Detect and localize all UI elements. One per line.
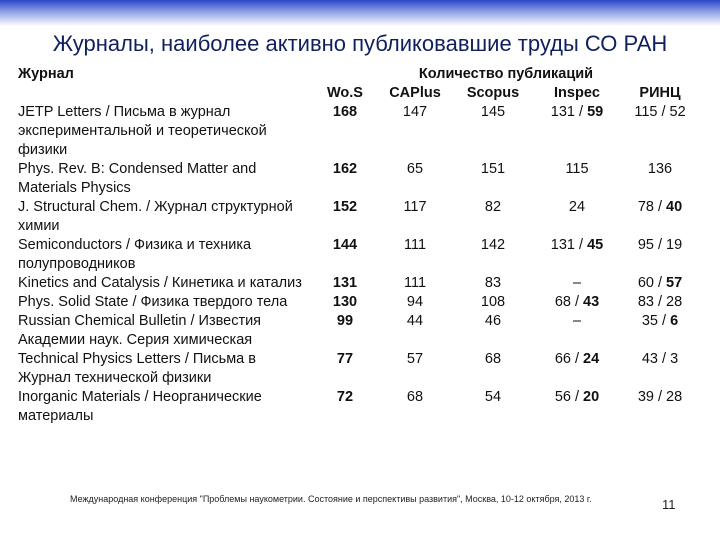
table-cell: 72 [336,389,354,405]
table-cell: 131 [332,275,358,291]
table-cell: 82 [484,199,502,215]
table-row: Russian Chemical Bulletin / Известия Ака… [18,312,702,350]
table-row: Inorganic Materials / Неорганические мат… [18,388,702,426]
table-cell: 108 [480,294,506,310]
journal-name: Phys. Rev. B: Condensed Matter and Mater… [18,161,257,196]
table-cell: 130 [332,294,358,310]
table-cell: 136 [647,161,673,177]
table-cell: 77 [336,351,354,367]
table-cell: 131 / 59 [536,103,618,160]
cell-part: 24 [583,351,600,367]
table-cell: 78 / 40 [618,198,702,236]
header-bar [0,0,720,26]
cell-part: 59 [587,104,604,120]
cell-part: 43 [583,294,600,310]
column-header: РИНЦ [639,85,681,101]
table-cell: 83 / 28 [637,294,683,310]
journal-name: Russian Chemical Bulletin / Известия Ака… [18,313,262,348]
cell-part: 56 / [554,389,584,405]
cell-part: 60 / [637,275,667,291]
cell-part: 45 [587,237,604,253]
table-cell: 115 / 52 [634,104,686,120]
table-cell: 35 / 6 [618,312,702,350]
journal-name: Inorganic Materials / Неорганические мат… [18,389,262,424]
journal-name: Technical Physics Letters / Письма в Жур… [18,351,256,386]
table-cell: 115 [565,161,589,177]
table-cell: 152 [332,199,358,215]
table-cell: 83 [484,275,502,291]
table-cell: 43 / 3 [641,351,679,367]
table-row: Phys. Solid State / Физика твердого тела… [18,293,702,312]
column-header: Inspec [554,85,600,101]
table-cell: 111 [403,237,427,253]
table-cell: 65 [406,161,424,177]
journal-name: Semiconductors / Физика и техника полупр… [18,237,252,272]
table-cell: 142 [480,237,506,253]
table-cell: 147 [402,104,428,120]
cell-part: 40 [666,199,683,215]
table-cell: 131 / 45 [536,236,618,274]
table-cell: 117 [403,199,427,215]
table-cell: 44 [406,313,424,329]
table-cell: 168 [332,104,358,120]
journal-name: Kinetics and Catalysis / Кинетика и ката… [18,275,302,291]
table-body: Журнал Количество публикаций Wo.S CAPlus S… [18,65,702,426]
table-cell: 99 [336,313,354,329]
cell-part: 66 / [554,351,584,367]
header-row: Журнал Количество публикаций [18,65,702,84]
cell-part: 6 [670,313,679,329]
table-cell: 145 [480,104,506,120]
table-row: Technical Physics Letters / Письма в Жур… [18,350,702,388]
table-cell: 94 [406,294,424,310]
footer-text: Международная конференция "Проблемы наук… [70,494,592,504]
table-cell: 24 [568,199,586,215]
table-cell: 68 / 43 [536,293,618,312]
page-number: 11 [662,497,676,512]
journal-name: JETP Letters / Письма в журнал экспериме… [18,104,267,158]
table-cell: 57 [406,351,424,367]
table-cell: 46 [484,313,502,329]
journal-name: Phys. Solid State / Физика твердого тела [18,294,288,310]
table-cell: 151 [480,161,506,177]
table-cell: 68 [406,389,424,405]
column-header: CAPlus [389,85,441,101]
table-cell: 111 [403,275,427,291]
table-cell: 56 / 20 [536,388,618,426]
table-cell: 144 [332,237,358,253]
cell-part: 57 [666,275,683,291]
cell-part: 35 / [641,313,671,329]
journal-header: Журнал [18,66,74,82]
column-header: Scopus [466,85,520,101]
cell-part: 78 / [637,199,667,215]
group-header: Количество публикаций [418,66,594,82]
cell-part: 20 [583,389,600,405]
empty-cell [18,84,310,103]
table-row: Kinetics and Catalysis / Кинетика и ката… [18,274,702,293]
table-cell: 68 [484,351,502,367]
table-cell: 95 / 19 [637,237,683,253]
column-header: Wo.S [327,85,363,101]
table-row: Phys. Rev. B: Condensed Matter and Mater… [18,160,702,198]
cell-part: 131 / [550,237,588,253]
journal-table: Журнал Количество публикаций Wo.S CAPlus S… [18,65,702,426]
table-row: J. Structural Chem. / Журнал структурной… [18,198,702,236]
table-cell: – [572,275,582,291]
table-cell: 39 / 28 [637,389,683,405]
cell-part: 68 / [554,294,584,310]
table-cell: 60 / 57 [618,274,702,293]
journal-name: J. Structural Chem. / Журнал структурной… [18,199,293,234]
cell-part: 131 / [550,104,588,120]
table-cell: 162 [332,161,358,177]
slide-title: Журналы, наиболее активно публиковавшие … [52,31,668,56]
table-cell: 66 / 24 [536,350,618,388]
column-header-row: Wo.S CAPlus Scopus Inspec РИНЦ [18,84,702,103]
table-row: Semiconductors / Физика и техника полупр… [18,236,702,274]
table-row: JETP Letters / Письма в журнал экспериме… [18,103,702,160]
table-cell: 54 [484,389,502,405]
table-cell: – [572,313,582,329]
